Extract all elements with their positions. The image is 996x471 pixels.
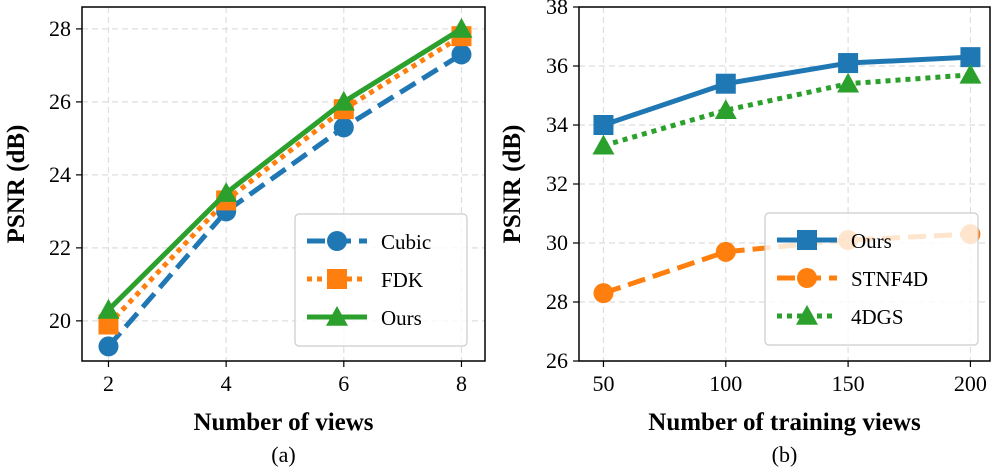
y-tick-label: 30 bbox=[546, 230, 568, 255]
legend: Ours STNF4D 4DGS bbox=[764, 212, 979, 346]
legend-marker-ours bbox=[797, 230, 817, 250]
y-tick-label: 28 bbox=[546, 289, 568, 314]
series-ours bbox=[97, 17, 473, 319]
axes-frame bbox=[578, 6, 991, 362]
y-axis-label: PSNR (dB) bbox=[3, 125, 30, 244]
legend-box bbox=[764, 212, 979, 346]
plot-area bbox=[97, 17, 473, 357]
x-tick-label: 4 bbox=[221, 371, 232, 396]
x-tick-label: 6 bbox=[338, 371, 349, 396]
y-tick-label: 28 bbox=[49, 16, 71, 41]
series-4dgs bbox=[592, 63, 982, 155]
legend-label-4dgs: 4DGS bbox=[851, 305, 904, 329]
x-tick-label: 200 bbox=[954, 371, 987, 396]
series-cubic bbox=[98, 44, 472, 357]
data-point-cubic bbox=[98, 336, 119, 357]
y-tick-label: 36 bbox=[546, 53, 568, 78]
data-point-4dgs bbox=[592, 134, 615, 155]
data-point-4dgs bbox=[959, 63, 982, 84]
legend-label-fdk: FDK bbox=[381, 268, 423, 292]
data-point-ours bbox=[215, 182, 238, 202]
chart-b: 50 100 150 200 26 28 30 32 34 36 38 Ours STNF4D 4DGS N… bbox=[499, 0, 991, 467]
legend-label-stnf4d: STNF4D bbox=[851, 267, 928, 291]
data-point-ours bbox=[838, 53, 859, 74]
y-tick-label: 26 bbox=[546, 348, 568, 373]
series-ours bbox=[593, 47, 981, 135]
data-point-ours bbox=[593, 115, 614, 135]
legend-label-cubic: Cubic bbox=[381, 230, 431, 254]
data-point-ours bbox=[960, 47, 981, 68]
series-line-ours bbox=[602, 54, 971, 128]
x-tick-label: 150 bbox=[832, 371, 865, 396]
figure-caption: (b) bbox=[772, 442, 798, 467]
legend-marker-stnf4d bbox=[797, 268, 817, 288]
legend-label-ours: Ours bbox=[851, 229, 892, 253]
data-point-stnf4d bbox=[715, 241, 736, 262]
y-tick-label: 32 bbox=[546, 171, 568, 196]
legend-marker-cubic bbox=[327, 231, 347, 251]
y-tick-label: 26 bbox=[49, 89, 71, 114]
legend-marker-4dgs bbox=[796, 305, 818, 325]
data-point-stnf4d bbox=[593, 283, 614, 304]
y-tick-label: 22 bbox=[49, 235, 71, 260]
x-axis-label: Number of views bbox=[193, 409, 373, 436]
data-point-4dgs bbox=[837, 72, 860, 93]
legend-marker-ours bbox=[326, 306, 348, 326]
series-line-4dgs bbox=[602, 72, 971, 149]
data-point-cubic bbox=[451, 44, 472, 65]
y-tick-label: 38 bbox=[546, 0, 568, 19]
y-tick-label: 34 bbox=[546, 112, 568, 137]
x-axis-label: Number of training views bbox=[648, 409, 921, 436]
data-point-ours bbox=[97, 298, 120, 319]
x-tick-label: 2 bbox=[103, 371, 114, 396]
y-tick-label: 24 bbox=[49, 162, 71, 187]
x-tick-label: 8 bbox=[456, 371, 467, 396]
figure-caption: (a) bbox=[271, 442, 295, 467]
legend-marker-fdk bbox=[327, 269, 347, 289]
axes-frame bbox=[81, 6, 486, 362]
series-line-ours bbox=[106, 26, 463, 312]
y-axis-label: PSNR (dB) bbox=[499, 125, 526, 244]
data-point-ours bbox=[715, 73, 736, 94]
data-point-ours bbox=[332, 90, 355, 111]
legend: Cubic FDK Ours bbox=[294, 213, 468, 347]
data-point-fdk bbox=[98, 314, 119, 335]
data-point-ours bbox=[450, 17, 473, 38]
series-line-cubic bbox=[106, 52, 463, 349]
data-point-4dgs bbox=[714, 99, 737, 120]
y-tick-label: 20 bbox=[49, 308, 71, 333]
legend-label-ours: Ours bbox=[381, 306, 422, 330]
x-tick-label: 50 bbox=[592, 371, 614, 396]
x-tick-label: 100 bbox=[709, 371, 742, 396]
data-point-cubic bbox=[333, 117, 354, 138]
